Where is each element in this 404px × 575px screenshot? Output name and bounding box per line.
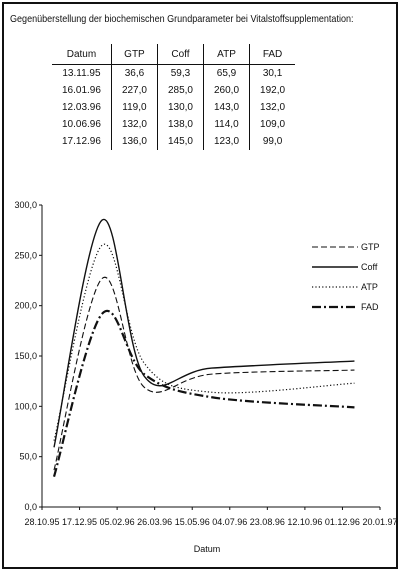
- table-cell: 119,0: [110, 99, 158, 116]
- table-cell: 285,0: [156, 82, 204, 99]
- legend-label-gtp: GTP: [361, 242, 380, 252]
- table-cell: 123,0: [202, 133, 250, 150]
- series-line-gtp: [53, 276, 355, 471]
- x-tick-label: 12.10.96: [287, 517, 322, 527]
- table-row: 10.06.96 132,0 138,0 114,0 109,0: [52, 116, 296, 133]
- x-tick-label: 20.01.97: [362, 517, 397, 527]
- table-cell: 10.06.96: [62, 119, 101, 130]
- table-cell: 12.03.96: [62, 102, 101, 113]
- series-line-fad: [52, 309, 355, 478]
- table-cell: 16.01.96: [62, 85, 101, 96]
- x-tick-label: 15.05.96: [175, 517, 210, 527]
- table-cell: 136,0: [110, 133, 158, 150]
- table-row: 13.11.95 36,6 59,3 65,9 30,1: [52, 64, 296, 82]
- table-cell: 59,3: [156, 64, 204, 82]
- column-header-coff: Coff: [156, 44, 204, 65]
- column-header-datum: Datum: [52, 44, 112, 65]
- table-cell: 260,0: [202, 82, 250, 99]
- table-header-row: Datum GTP Coff ATP FAD: [52, 44, 296, 65]
- table-cell: 132,0: [249, 99, 296, 116]
- y-tick-label: 300,0: [14, 200, 37, 210]
- y-tick-label: 100,0: [14, 401, 37, 411]
- y-tick-label: 0,0: [24, 502, 37, 512]
- figure-frame: [2, 2, 398, 569]
- series-line-coff: [53, 219, 355, 448]
- legend-label-fad: FAD: [361, 302, 379, 312]
- x-tick-label: 05.02.96: [100, 517, 135, 527]
- table-row: 16.01.96 227,0 285,0 260,0 192,0: [52, 82, 296, 99]
- table-cell: 114,0: [202, 116, 250, 133]
- table-cell: 13.11.95: [62, 68, 101, 79]
- table-row: 12.03.96 119,0 130,0 143,0 132,0: [52, 99, 296, 116]
- figure-title: Gegenüberstellung der biochemischen Grun…: [10, 13, 354, 25]
- table-cell: 145,0: [156, 133, 204, 150]
- x-tick-label: 23.08.96: [250, 517, 285, 527]
- table-cell: 132,0: [110, 116, 158, 133]
- table-cell: 36,6: [110, 64, 158, 82]
- table-cell: 99,0: [249, 133, 296, 150]
- column-header-gtp: GTP: [110, 44, 158, 65]
- legend-label-coff: Coff: [361, 262, 378, 272]
- x-axis-title: Datum: [194, 544, 221, 554]
- x-tick-label: 17.12.95: [62, 517, 97, 527]
- column-header-atp: ATP: [202, 44, 250, 65]
- x-tick-label: 01.12.96: [325, 517, 360, 527]
- table-cell: 109,0: [249, 116, 296, 133]
- x-tick-label: 04.07.96: [212, 517, 247, 527]
- y-tick-label: 150,0: [14, 351, 37, 361]
- table-cell: 65,9: [202, 64, 250, 82]
- column-header-fad: FAD: [249, 44, 296, 65]
- y-tick-label: 50,0: [19, 452, 37, 462]
- table-cell: 138,0: [156, 116, 204, 133]
- table-cell: 30,1: [249, 64, 296, 82]
- data-table: Datum GTP Coff ATP FAD 13.11.95 36,6 59,…: [52, 44, 296, 150]
- table-cell: 227,0: [110, 82, 158, 99]
- y-tick-label: 250,0: [14, 250, 37, 260]
- table-cell: 17.12.96: [62, 136, 101, 147]
- y-tick-label: 200,0: [14, 301, 37, 311]
- table-row: 17.12.96 136,0 145,0 123,0 99,0: [52, 133, 296, 150]
- series-line-atp: [53, 243, 355, 441]
- table-cell: 130,0: [156, 99, 204, 116]
- legend-label-atp: ATP: [361, 282, 378, 292]
- x-tick-label: 26.03.96: [137, 517, 172, 527]
- table-cell: 143,0: [202, 99, 250, 116]
- table-cell: 192,0: [249, 82, 296, 99]
- x-tick-label: 28.10.95: [24, 517, 59, 527]
